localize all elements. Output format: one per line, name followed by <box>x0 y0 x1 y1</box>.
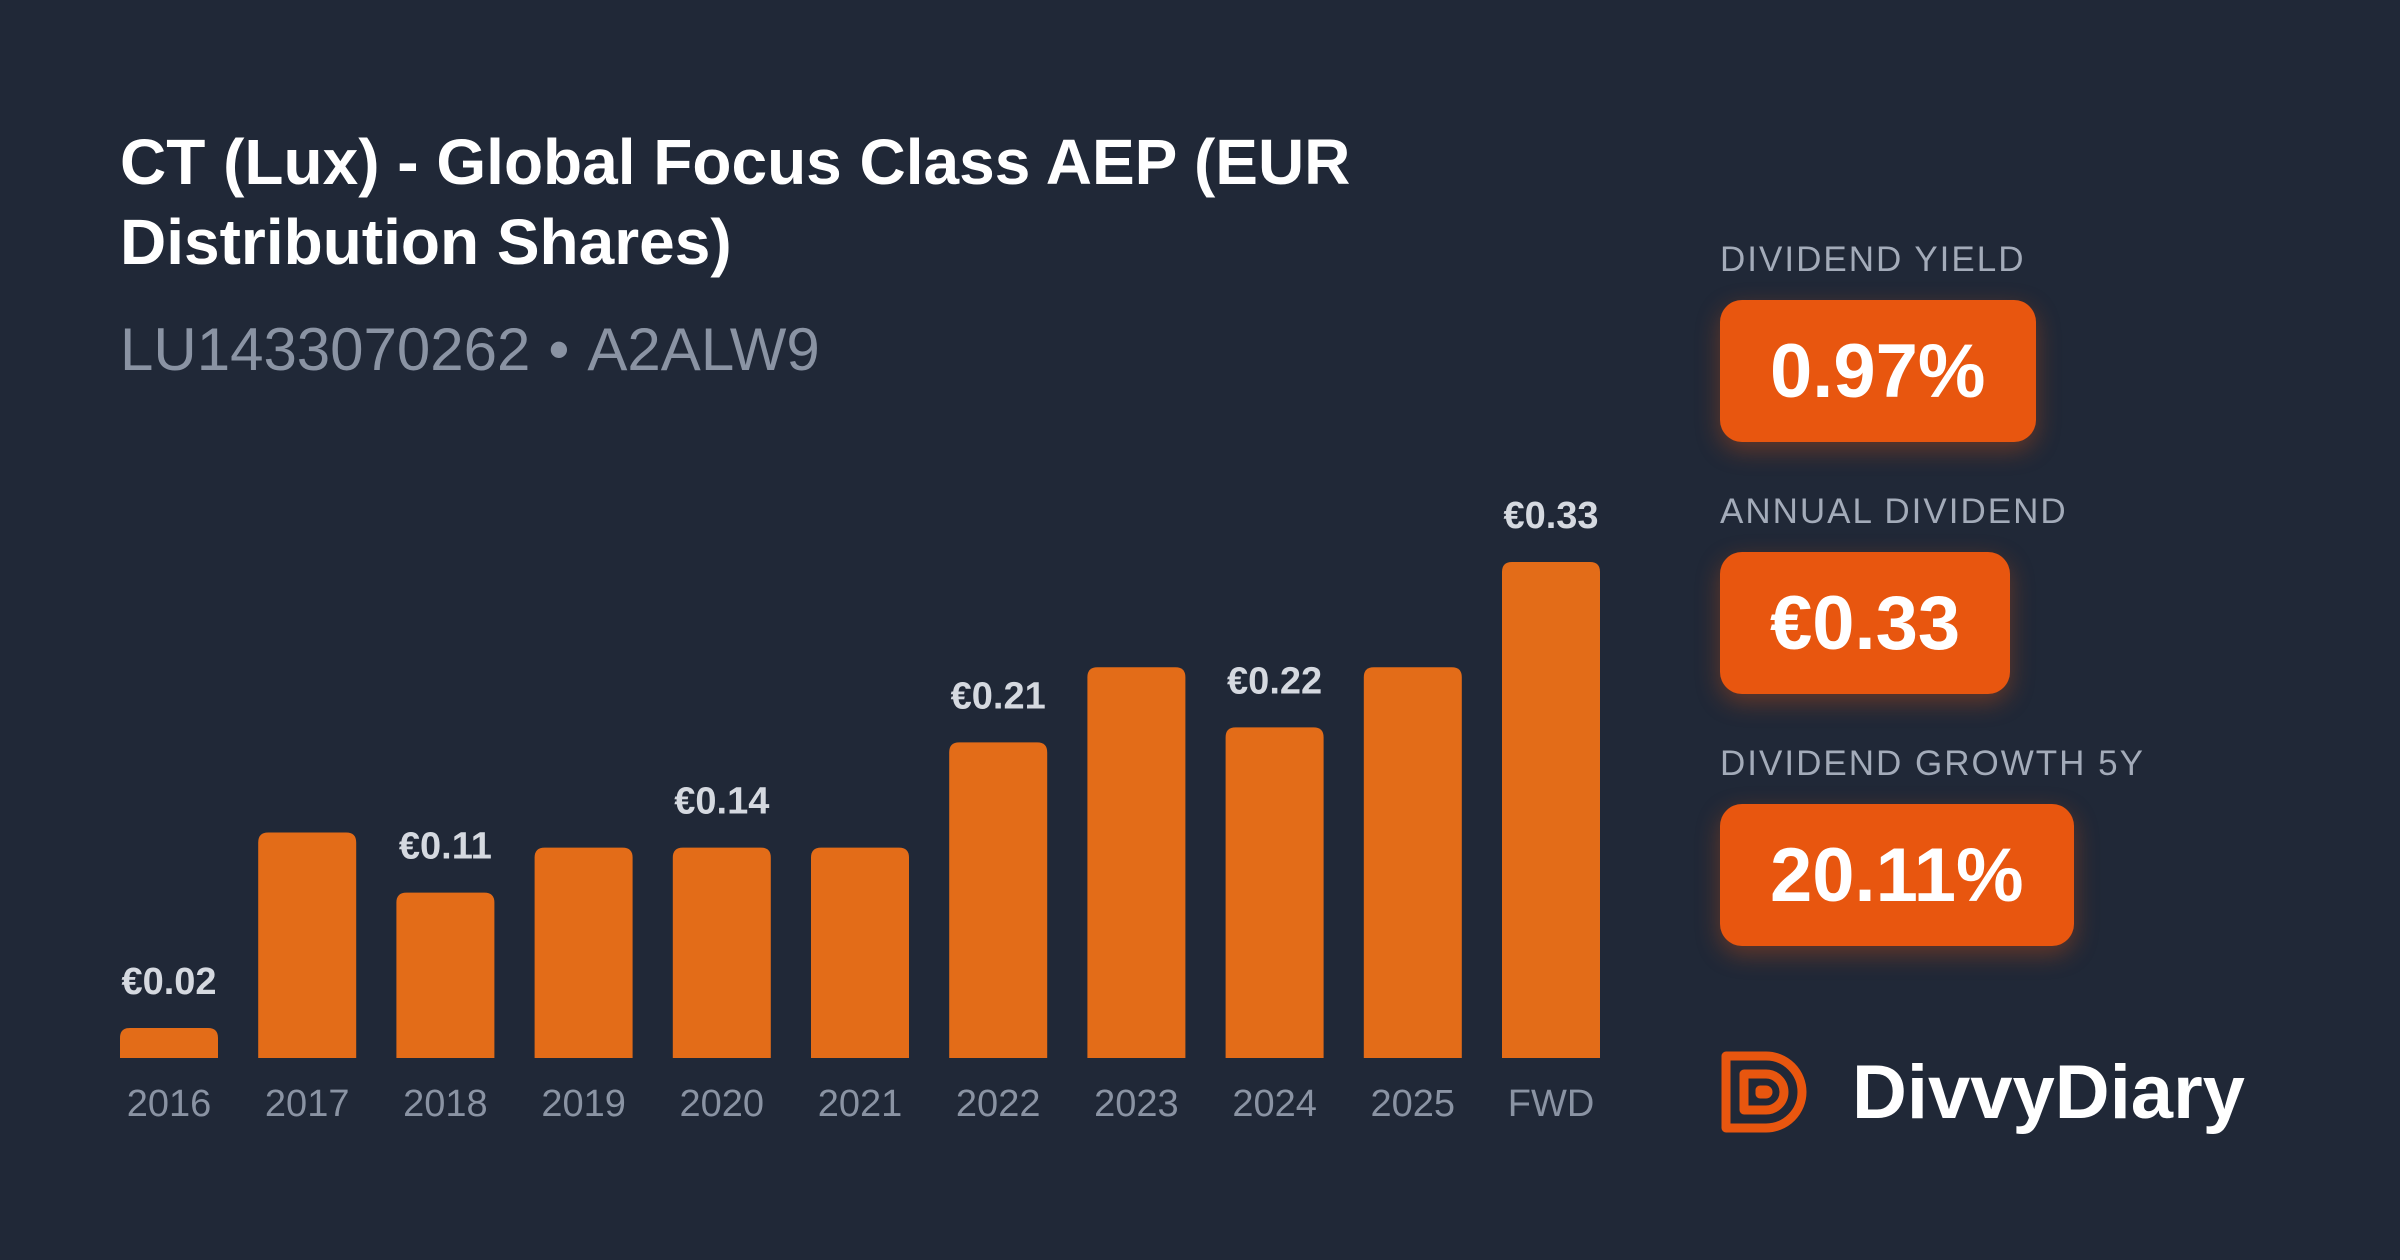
value-label-2022: €0.21 <box>951 675 1046 717</box>
wkn-code: A2ALW9 <box>587 316 820 383</box>
value-label-fwd: €0.33 <box>1503 495 1598 537</box>
bar-2019 <box>534 847 633 1058</box>
category-label-fwd: FWD <box>1508 1083 1595 1125</box>
value-label-2024: €0.22 <box>1227 660 1322 702</box>
isin-code: LU1433070262 <box>120 316 531 383</box>
chart-value-labels: €0.02 €0.11 €0.14 €0.21 €0.22 €0.33 <box>121 495 1598 1003</box>
bar-2016 <box>120 1027 218 1058</box>
value-label-2020: €0.14 <box>674 781 769 823</box>
chart-category-labels: 2016 2017 2018 2019 2020 2021 2022 2023 2024 2025… <box>127 1083 1595 1125</box>
bar-2022 <box>949 742 1048 1058</box>
brand-name: DivvyDiary <box>1852 1049 2245 1135</box>
category-label-2024: 2024 <box>1232 1083 1317 1125</box>
divvydiary-logo-icon <box>1721 1051 1807 1133</box>
dividend-yield-value: 0.97% <box>1720 300 2036 442</box>
security-identifiers: LU1433070262 • A2ALW9 <box>120 312 820 388</box>
bar-2025 <box>1363 667 1462 1058</box>
chart-bars <box>120 562 1600 1058</box>
bar-2020 <box>672 847 771 1058</box>
brand: DivvyDiary <box>1720 1046 2245 1138</box>
bar-2021 <box>811 847 909 1058</box>
category-label-2019: 2019 <box>541 1083 626 1125</box>
category-label-2017: 2017 <box>265 1083 350 1125</box>
dividend-bar-chart: €0.02€0.11€0.14€0.21 €0.22€0.33 2016 2017 2… <box>120 495 1600 1125</box>
category-label-2025: 2025 <box>1371 1083 1456 1125</box>
annual-dividend-value: €0.33 <box>1720 552 2011 694</box>
category-label-2022: 2022 <box>956 1083 1041 1125</box>
dividend-yield-label: DIVIDEND YIELD <box>1720 240 2026 279</box>
dividend-growth-label: DIVIDEND GROWTH 5Y <box>1720 744 2145 783</box>
bar-2023 <box>1087 667 1186 1058</box>
value-label-2016: €0.02 <box>121 961 216 1003</box>
category-label-2023: 2023 <box>1094 1083 1179 1125</box>
bar-2017 <box>258 832 357 1058</box>
bar-2024 <box>1225 727 1324 1058</box>
category-label-2016: 2016 <box>127 1083 212 1125</box>
page-title: CT (Lux) - Global Focus Class AEP (EUR D… <box>120 126 1351 278</box>
category-label-2018: 2018 <box>403 1083 488 1125</box>
bar-2018 <box>396 892 495 1058</box>
category-label-2021: 2021 <box>818 1083 903 1125</box>
identifier-separator: • <box>548 316 570 383</box>
dividend-growth-value: 20.11% <box>1720 804 2074 946</box>
category-label-2020: 2020 <box>680 1083 765 1125</box>
bar-fwd <box>1502 562 1600 1058</box>
annual-dividend-label: ANNUAL DIVIDEND <box>1720 492 2068 531</box>
value-label-2018: €0.11 <box>399 826 492 868</box>
